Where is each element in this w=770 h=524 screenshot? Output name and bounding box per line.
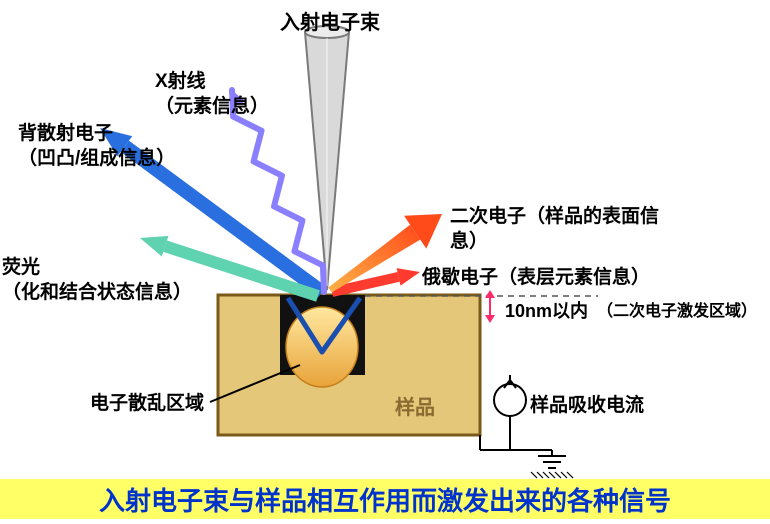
label-scatter-zone: 电子散乱区域 xyxy=(90,392,204,417)
caption-bar: 入射电子束与样品相互作用而激发出来的各种信号 xyxy=(0,479,770,519)
label-fluorescence: 荧光 （化和结合状态信息） xyxy=(2,256,192,305)
label-auger: 俄歇电子（表层元素信息） xyxy=(422,266,650,291)
diagram-root: 入射电子束 X射线 （元素信息） 背散射电子 （凹凸/组成信息） 荧光 （化和结… xyxy=(0,0,770,519)
label-depth: 10nm以内 xyxy=(505,300,588,323)
label-incident-beam: 入射电子束 xyxy=(280,10,380,36)
label-sample: 样品 xyxy=(395,395,435,421)
caption-text: 入射电子束与样品相互作用而激发出来的各种信号 xyxy=(99,481,671,518)
label-absorb-current: 样品吸收电流 xyxy=(530,394,644,419)
label-secondary: 二次电子（样品的表面信 息） xyxy=(450,205,659,254)
label-se-zone: （二次电子激发区域） xyxy=(597,302,757,323)
label-backscatter: 背散射电子 （凹凸/组成信息） xyxy=(18,122,175,171)
label-xray: X射线 （元素信息） xyxy=(155,70,269,119)
